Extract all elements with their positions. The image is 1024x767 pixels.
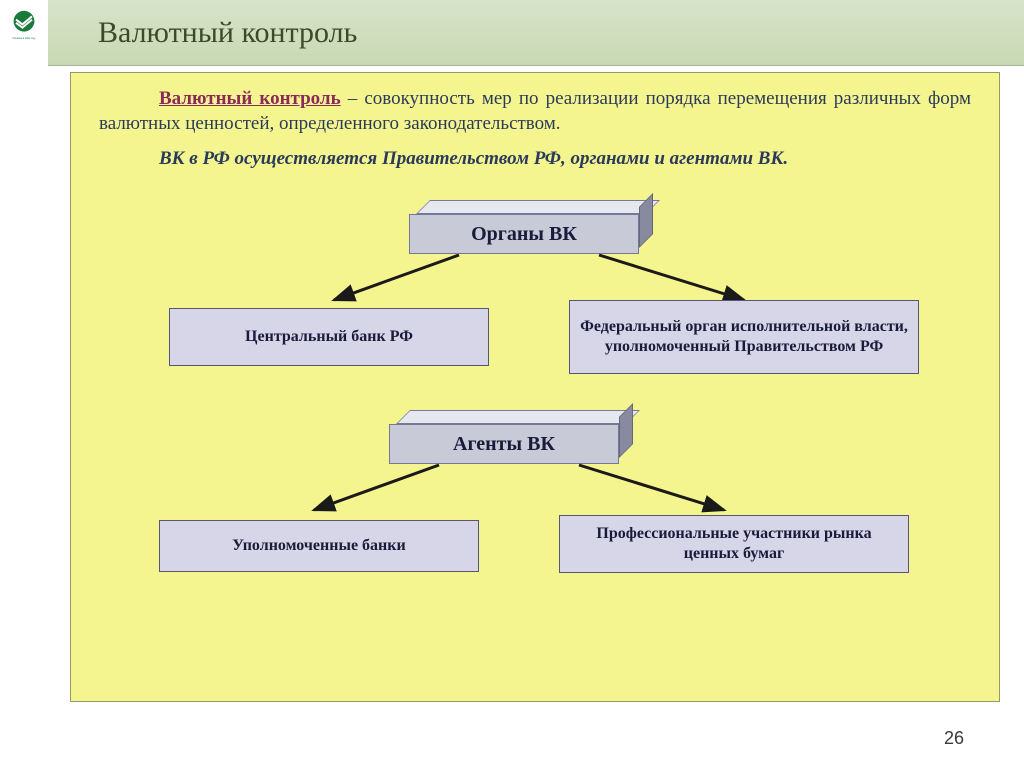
agenty-header-label: Агенты ВК [453, 433, 555, 456]
box-federal-organ-label: Федеральный орган исполнительной власти,… [580, 317, 908, 357]
box-central-bank-label: Центральный банк РФ [245, 327, 413, 347]
slide-title: Валютный контроль [98, 16, 357, 50]
svg-text:Основан в 1841 году: Основан в 1841 году [13, 37, 37, 40]
page-number: 26 [944, 728, 964, 749]
arrow-agenty-left [299, 460, 449, 520]
content-area: Валютный контроль – совокупность мер по … [70, 72, 1000, 702]
sberbank-logo-icon: Основан в 1841 году [8, 10, 40, 42]
definition-paragraph: Валютный контроль – совокупность мер по … [99, 87, 971, 136]
arrow-agenty-right [569, 460, 739, 520]
arrow-organy-left [319, 250, 469, 310]
organy-header-label: Органы ВК [471, 223, 577, 246]
box-central-bank: Центральный банк РФ [169, 308, 489, 366]
definition-term: Валютный контроль [159, 88, 341, 109]
slide-header: Валютный контроль [48, 0, 1024, 66]
subtext-paragraph: ВК в РФ осуществляется Правительством РФ… [99, 148, 971, 170]
box-federal-organ: Федеральный орган исполнительной власти,… [569, 300, 919, 374]
hierarchy-diagram: Органы ВК Центральный банк РФ Федеральны… [99, 180, 971, 620]
left-sidebar: Основан в 1841 году [0, 0, 48, 767]
box-professional-participants-label: Профессиональные участники рынка ценных … [570, 524, 898, 564]
box-authorized-banks: Уполномоченные банки [159, 520, 479, 572]
box-professional-participants: Профессиональные участники рынка ценных … [559, 515, 909, 573]
box-authorized-banks-label: Уполномоченные банки [232, 536, 405, 556]
